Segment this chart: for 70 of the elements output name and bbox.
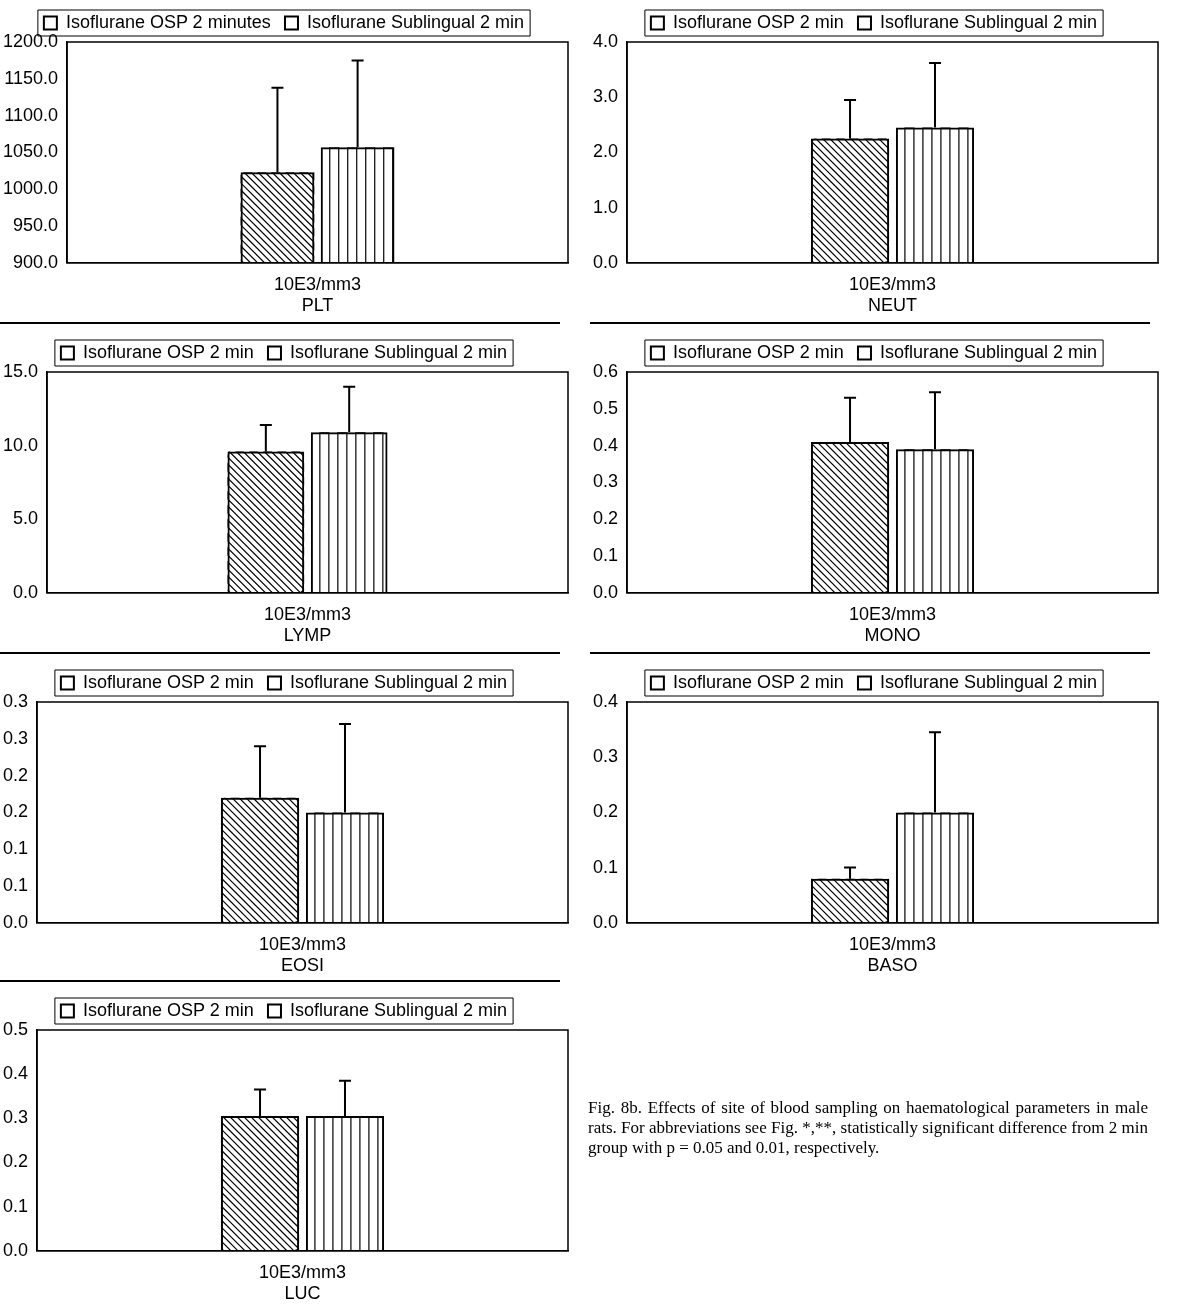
y-tick-label: 0.2	[592, 801, 619, 822]
y-tick-label: 0.1	[592, 544, 619, 565]
x-tick-label: LYMP	[283, 625, 332, 646]
legend-label: Isoflurane Sublingual 2 min	[289, 341, 508, 362]
y-tick-label: 0.2	[592, 508, 619, 529]
y-tick-label: 1200.0	[2, 30, 59, 51]
y-tick-label: 0.0	[2, 911, 29, 932]
legend-label: Isoflurane Sublingual 2 min	[289, 671, 508, 692]
y-tick-label: 0.4	[2, 1063, 29, 1084]
y-tick-label: 0.5	[2, 1018, 29, 1039]
y-tick-label: 0.0	[592, 581, 619, 602]
x-tick-label: PLT	[301, 295, 334, 316]
legend-label: Isoflurane OSP 2 min	[672, 671, 844, 692]
legend-label: Isoflurane OSP 2 min	[672, 11, 844, 32]
y-tick-label: 3.0	[592, 86, 619, 107]
y-tick-label: 0.2	[2, 801, 29, 822]
y-tick-label: 0.1	[592, 856, 619, 877]
caption: Fig. 8b. Effects of site of blood sampling on haematological parameters in male rats. For abbreviations see Fig. *,**, statistically significant difference from 2 min group with p = 0.05 and 0.01, respectively.	[588, 1098, 1148, 1158]
legend-label: Isoflurane OSP 2 min	[672, 341, 844, 362]
y-tick-label: 0.1	[2, 838, 29, 859]
x-tick-label: MONO	[864, 625, 921, 646]
y-tick-label: 1000.0	[2, 178, 59, 199]
x-axis-title: 10E3/mm3	[258, 1261, 347, 1282]
y-tick-label: 0.3	[592, 746, 619, 767]
y-tick-label: 1.0	[592, 196, 619, 217]
y-tick-label: 0.0	[2, 1239, 29, 1260]
y-tick-label: 900.0	[13, 251, 59, 272]
legend-label: Isoflurane OSP 2 min	[82, 671, 254, 692]
y-tick-label: 1100.0	[4, 104, 59, 125]
x-tick-label: NEUT	[868, 295, 918, 316]
y-tick-label: 0.1	[2, 1195, 29, 1216]
y-tick-label: 4.0	[592, 30, 619, 51]
legend-label: Isoflurane Sublingual 2 min	[879, 671, 1098, 692]
y-tick-label: 0.0	[592, 251, 619, 272]
x-axis-title: 10E3/mm3	[263, 603, 352, 624]
y-tick-label: 0.4	[592, 434, 619, 455]
x-axis-title: 10E3/mm3	[848, 933, 937, 954]
x-tick-label: LUC	[284, 1283, 321, 1304]
y-tick-label: 5.0	[13, 508, 39, 529]
y-tick-label: 950.0	[13, 214, 59, 235]
y-tick-label: 0.2	[2, 1151, 29, 1172]
legend-label: Isoflurane OSP 2 min	[82, 341, 254, 362]
x-axis-title: 10E3/mm3	[274, 273, 362, 294]
legend-label: Isoflurane Sublingual 2 min	[289, 999, 508, 1020]
y-tick-label: 0.3	[2, 690, 29, 711]
y-tick-label: 1050.0	[2, 141, 59, 162]
y-tick-label: 0.1	[2, 874, 29, 895]
y-tick-label: 0.3	[2, 1107, 29, 1128]
y-tick-label: 0.2	[2, 764, 29, 785]
y-tick-label: 0.0	[592, 911, 619, 932]
x-axis-title: 10E3/mm3	[848, 603, 937, 624]
y-tick-label: 0.3	[592, 471, 619, 492]
x-axis-title: 10E3/mm3	[258, 933, 347, 954]
y-tick-label: 0.5	[592, 397, 619, 418]
legend-label: Isoflurane OSP 2 min	[82, 999, 254, 1020]
legend-label: Isoflurane Sublingual 2 min	[879, 341, 1098, 362]
y-tick-label: 0.0	[13, 581, 39, 602]
y-tick-label: 0.4	[592, 690, 619, 711]
x-tick-label: EOSI	[281, 955, 325, 976]
legend-label: Isoflurane OSP 2 minutes	[65, 11, 271, 32]
y-tick-label: 15.0	[2, 360, 39, 381]
x-tick-label: BASO	[867, 955, 918, 976]
legend-label: Isoflurane Sublingual 2 min	[306, 11, 525, 32]
y-tick-label: 0.6	[592, 360, 619, 381]
y-tick-label: 1150.0	[4, 67, 59, 88]
legend-label: Isoflurane Sublingual 2 min	[879, 11, 1098, 32]
y-tick-label: 0.3	[2, 727, 29, 748]
y-tick-label: 10.0	[2, 434, 39, 455]
x-axis-title: 10E3/mm3	[848, 273, 937, 294]
y-tick-label: 2.0	[592, 141, 619, 162]
